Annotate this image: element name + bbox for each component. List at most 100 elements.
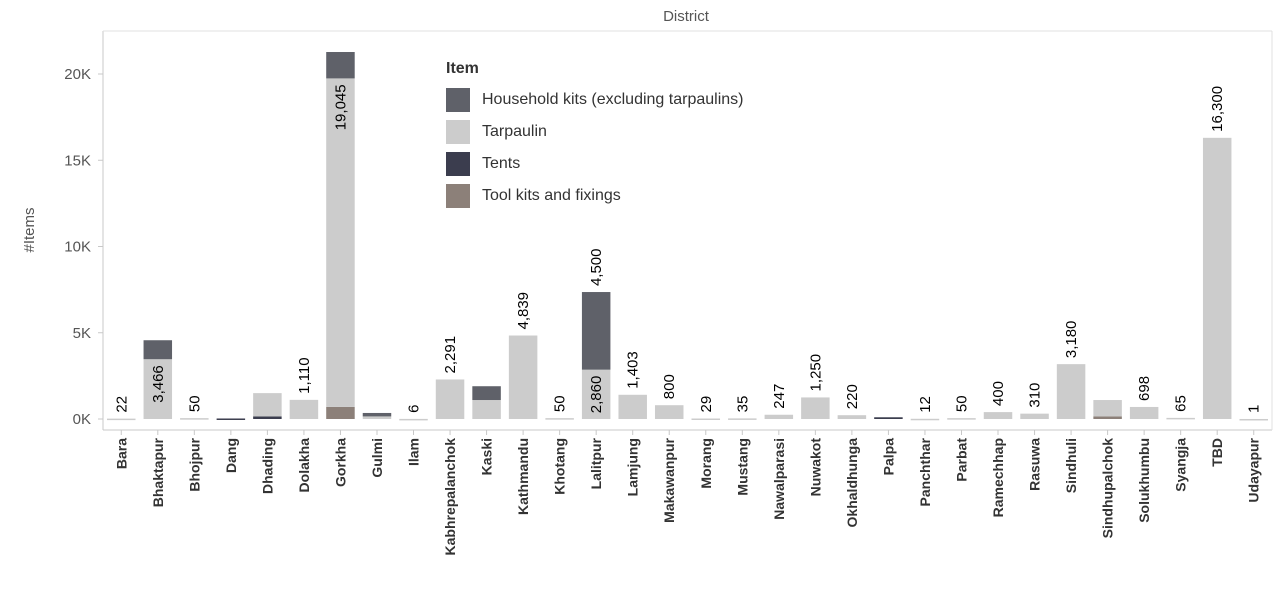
data-label: 35 bbox=[734, 396, 751, 413]
legend-swatch bbox=[446, 184, 470, 208]
category-label: Ramechhap bbox=[990, 438, 1006, 517]
legend-item: Tool kits and fixings bbox=[446, 180, 743, 212]
category-label: Parbat bbox=[953, 438, 969, 482]
bar-segment bbox=[764, 414, 794, 419]
axes: 0K 5K 10K 15K 20K bbox=[64, 30, 1273, 435]
legend-label: Tool kits and fixings bbox=[482, 187, 621, 204]
category-label: Nawalparasi bbox=[771, 438, 787, 520]
category-label: Panchthar bbox=[917, 437, 933, 506]
data-labels-group: 22 3,466 50 1,110 19,045 6 2,291 4,839 50 2,860 1,… bbox=[113, 84, 1262, 413]
bar-segment bbox=[837, 415, 867, 419]
y-tick-label: 5K bbox=[73, 325, 91, 342]
bar-segment bbox=[874, 417, 903, 419]
data-label: 400 bbox=[990, 381, 1007, 406]
legend-swatch bbox=[446, 88, 470, 112]
category-labels-group: Bara Bhaktapur Bhojpur Dang Dhading Dolakha Go… bbox=[113, 437, 1261, 555]
bar-segment bbox=[435, 379, 465, 419]
bars-group bbox=[107, 52, 1268, 421]
bar-segment bbox=[216, 418, 246, 420]
data-label: 16,300 bbox=[1209, 86, 1226, 132]
data-label: 1,250 bbox=[807, 354, 824, 392]
bar-segment bbox=[947, 418, 976, 420]
bar-segment bbox=[581, 369, 611, 419]
data-label: 50 bbox=[552, 395, 569, 412]
legend-label: Tents bbox=[482, 155, 521, 172]
data-label: 2,291 bbox=[442, 336, 459, 374]
data-label: 22 bbox=[113, 396, 130, 413]
category-label: Okhaldhunga bbox=[844, 438, 860, 528]
bar-segment bbox=[728, 418, 757, 420]
category-label: Bhojpur bbox=[186, 437, 202, 491]
bar-segment bbox=[983, 412, 1013, 419]
bar-segment bbox=[107, 418, 136, 421]
legend-title: Item bbox=[446, 60, 479, 77]
chart-title: District bbox=[663, 8, 710, 25]
data-label: 1 bbox=[1246, 405, 1263, 413]
category-label: Nuwakot bbox=[807, 438, 823, 497]
category-label: Lalitpur bbox=[588, 437, 604, 489]
data-label: 65 bbox=[1173, 395, 1190, 412]
legend-swatch bbox=[446, 120, 470, 144]
bar-segment bbox=[1093, 400, 1122, 417]
y-tick-label: 10K bbox=[64, 239, 91, 256]
bar-segment bbox=[289, 399, 319, 419]
legend: Item Household kits (excluding tarpaulin… bbox=[446, 60, 743, 212]
bar-segment bbox=[472, 400, 501, 419]
data-label: 1,110 bbox=[296, 357, 313, 393]
category-label: Gorkha bbox=[332, 438, 348, 487]
category-label: Kathmandu bbox=[515, 438, 531, 515]
bar-segment bbox=[362, 412, 392, 417]
data-label: 247 bbox=[771, 384, 788, 409]
bar-segment bbox=[910, 418, 940, 421]
data-label: 3,180 bbox=[1063, 321, 1080, 359]
bar-segment bbox=[362, 416, 392, 419]
category-label: Udayapur bbox=[1246, 437, 1262, 502]
y-tick-label: 0K bbox=[73, 411, 91, 428]
data-label: 3,466 bbox=[150, 365, 167, 403]
category-label: Palpa bbox=[880, 438, 896, 476]
data-label: 698 bbox=[1136, 376, 1153, 401]
y-tick-label: 15K bbox=[64, 152, 91, 169]
bar-segment bbox=[399, 418, 428, 421]
category-label: Dolakha bbox=[296, 438, 312, 493]
legend-swatch bbox=[446, 152, 470, 176]
data-label: 29 bbox=[698, 396, 715, 413]
category-label: Sindhuli bbox=[1063, 438, 1079, 493]
category-label: Dang bbox=[223, 438, 239, 473]
data-label: 220 bbox=[844, 384, 861, 409]
category-label: Lamjung bbox=[625, 438, 641, 496]
category-label: Kaski bbox=[479, 438, 495, 475]
bar-segment bbox=[253, 416, 282, 419]
legend-item: Tents bbox=[446, 148, 743, 180]
bar-segment bbox=[180, 418, 209, 420]
bar-segment bbox=[691, 418, 721, 420]
bar-segment bbox=[326, 78, 355, 407]
category-label: Mustang bbox=[734, 438, 750, 496]
bar-segment bbox=[1093, 416, 1122, 419]
data-label: 6 bbox=[406, 405, 423, 413]
category-label: Khotang bbox=[552, 438, 568, 495]
bar-segment bbox=[545, 418, 574, 420]
bar-segment bbox=[1239, 418, 1268, 421]
legend-item: Tarpaulin bbox=[446, 116, 743, 148]
data-label: 50 bbox=[953, 395, 970, 412]
data-label: 50 bbox=[186, 395, 203, 412]
bar-segment bbox=[1166, 417, 1195, 420]
legend-item: Household kits (excluding tarpaulins) bbox=[446, 84, 743, 116]
bar-segment bbox=[326, 406, 355, 419]
category-label: Sindhupalchok bbox=[1100, 438, 1116, 539]
category-label: Kabhrepalanchok bbox=[442, 438, 458, 556]
bar-segment bbox=[801, 397, 830, 419]
category-label: Solukhumbu bbox=[1136, 438, 1152, 523]
y-axis-title: #Items bbox=[21, 207, 38, 252]
category-label: Makawanpur bbox=[661, 437, 677, 522]
category-label: TBD bbox=[1209, 438, 1225, 467]
category-label: Syangja bbox=[1173, 438, 1189, 492]
data-label: 310 bbox=[1027, 383, 1044, 408]
category-label: Gulmi bbox=[369, 438, 385, 478]
data-label: 19,045 bbox=[332, 84, 349, 130]
legend-label: Household kits (excluding tarpaulins) bbox=[482, 91, 744, 108]
bar-segment bbox=[581, 292, 611, 370]
data-label: 12 bbox=[917, 396, 934, 413]
